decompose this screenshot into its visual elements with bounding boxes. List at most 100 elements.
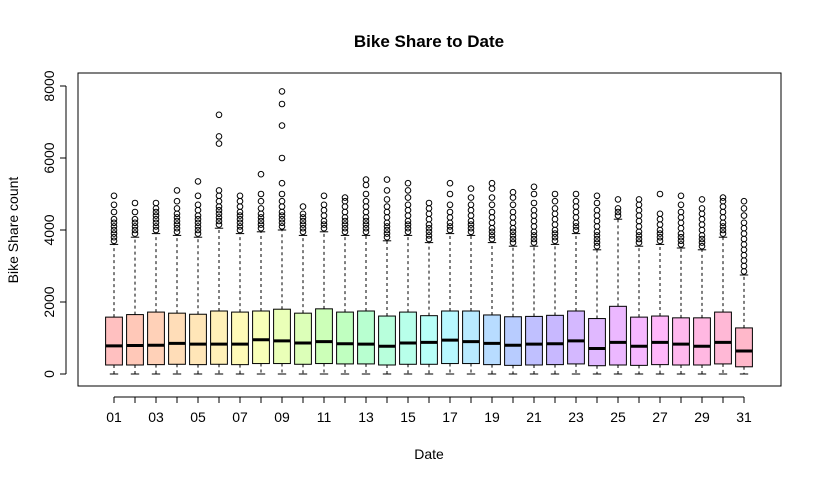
outlier-point xyxy=(299,214,307,221)
outlier-point xyxy=(215,111,223,119)
outlier-point xyxy=(341,197,349,205)
outlier-point xyxy=(614,205,622,212)
outlier-point xyxy=(341,194,349,201)
outlier-point xyxy=(362,176,370,183)
outlier-point xyxy=(236,208,244,216)
outlier-point xyxy=(320,206,328,214)
outlier-point xyxy=(740,241,748,248)
box-19 xyxy=(483,179,501,375)
outlier-point xyxy=(299,221,307,228)
outlier-point xyxy=(740,268,748,275)
outlier-point xyxy=(530,228,538,236)
outlier-point xyxy=(110,201,118,209)
outlier-point xyxy=(593,232,601,239)
outlier-point xyxy=(278,190,286,198)
outlier-point xyxy=(488,194,496,201)
outlier-point xyxy=(341,203,349,210)
outlier-point xyxy=(509,239,517,246)
outlier-point xyxy=(467,228,475,236)
box-body xyxy=(609,305,627,366)
outlier-point xyxy=(425,232,433,239)
outlier-point xyxy=(173,228,181,236)
outlier-point xyxy=(740,251,748,259)
outlier-point xyxy=(509,201,517,209)
outlier-point xyxy=(446,201,454,209)
boxes-group xyxy=(105,88,753,375)
outlier-point xyxy=(488,232,496,239)
box-24 xyxy=(588,192,606,375)
outlier-point xyxy=(446,190,454,198)
outlier-point xyxy=(635,196,643,203)
outlier-point xyxy=(362,181,370,189)
outlier-point xyxy=(719,226,727,234)
outlier-point xyxy=(740,197,748,205)
outlier-point xyxy=(131,199,139,207)
x-tick-label: 09 xyxy=(274,409,290,425)
outlier-point xyxy=(362,203,370,210)
outlier-point xyxy=(173,214,181,221)
outlier-point xyxy=(635,239,643,246)
outlier-point xyxy=(362,208,370,216)
outlier-point xyxy=(257,170,265,178)
outlier-point xyxy=(530,190,538,198)
outlier-point xyxy=(320,201,328,209)
outlier-point xyxy=(698,226,706,234)
outlier-point xyxy=(404,224,412,232)
outlier-point xyxy=(404,212,412,219)
outlier-point xyxy=(341,214,349,221)
x-tick-label: 17 xyxy=(442,409,458,425)
outlier-point xyxy=(467,206,475,214)
outlier-point xyxy=(719,197,727,205)
outlier-point xyxy=(257,197,265,205)
outlier-point xyxy=(740,246,748,254)
box-body xyxy=(105,316,123,366)
box-02 xyxy=(126,199,144,375)
box-09 xyxy=(273,88,291,375)
outlier-point xyxy=(446,214,454,221)
outlier-point xyxy=(215,140,223,147)
outlier-point xyxy=(740,219,748,227)
outlier-point xyxy=(110,230,118,237)
outlier-point xyxy=(341,228,349,236)
x-tick-label: 27 xyxy=(652,409,668,425)
outlier-point xyxy=(530,235,538,243)
outlier-point xyxy=(551,210,559,218)
x-tick-label: 03 xyxy=(148,409,164,425)
box-08 xyxy=(252,170,270,375)
outlier-point xyxy=(215,197,223,205)
outlier-point xyxy=(635,206,643,214)
box-15 xyxy=(399,179,417,375)
outlier-point xyxy=(320,212,328,219)
outlier-point xyxy=(593,242,601,250)
outlier-point xyxy=(488,208,496,216)
outlier-point xyxy=(719,219,727,227)
outlier-point xyxy=(635,235,643,243)
outlier-point xyxy=(488,185,496,192)
outlier-point xyxy=(635,217,643,225)
outlier-point xyxy=(719,194,727,201)
x-axis: 01 03 05 07 09 11 13 15 17 19 21 23 25 27 29 31 xyxy=(106,396,752,425)
outlier-point xyxy=(719,214,727,221)
outlier-point xyxy=(467,212,475,219)
outlier-point xyxy=(404,194,412,201)
outlier-point xyxy=(404,179,412,187)
box-18 xyxy=(462,185,480,375)
outlier-point xyxy=(698,196,706,203)
outlier-point xyxy=(404,217,412,225)
outlier-point xyxy=(320,221,328,228)
outlier-point xyxy=(509,228,517,236)
box-body xyxy=(504,316,522,366)
outlier-point xyxy=(152,205,160,212)
outlier-point xyxy=(656,230,664,237)
box-body xyxy=(273,308,291,365)
outlier-point xyxy=(194,201,202,209)
outlier-point xyxy=(635,212,643,219)
box-body xyxy=(462,310,480,365)
box-body xyxy=(315,308,333,365)
outlier-point xyxy=(677,192,685,200)
outlier-point xyxy=(152,199,160,207)
outlier-point xyxy=(593,228,601,236)
outlier-point xyxy=(446,219,454,227)
outlier-point xyxy=(110,237,118,245)
box-11 xyxy=(315,192,333,375)
